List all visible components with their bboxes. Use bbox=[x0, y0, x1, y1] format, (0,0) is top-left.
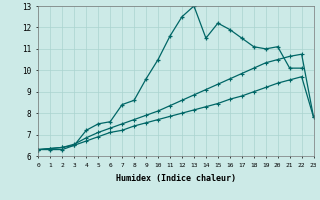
X-axis label: Humidex (Indice chaleur): Humidex (Indice chaleur) bbox=[116, 174, 236, 183]
